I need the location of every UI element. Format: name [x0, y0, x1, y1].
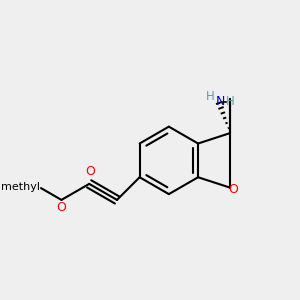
- Text: H: H: [226, 95, 234, 108]
- Text: methyl: methyl: [1, 182, 40, 192]
- Text: O: O: [229, 183, 238, 196]
- Text: O: O: [85, 165, 95, 178]
- Text: N: N: [215, 95, 225, 108]
- Text: H: H: [206, 91, 214, 103]
- Text: O: O: [56, 201, 66, 214]
